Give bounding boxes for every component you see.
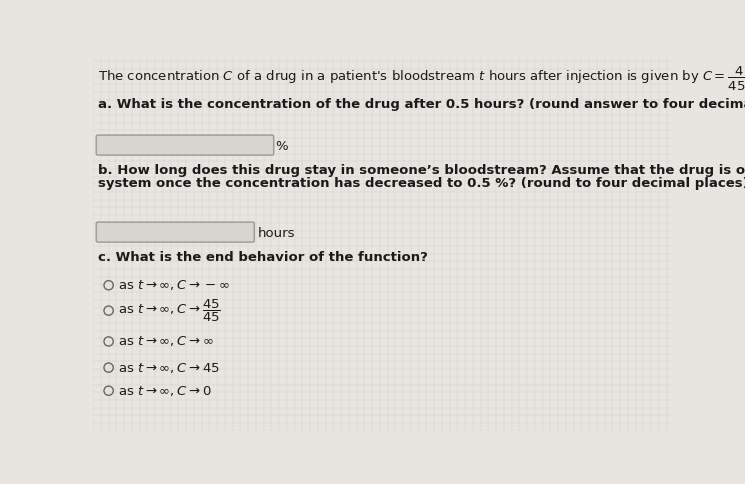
Text: b. How long does this drug stay in someone’s bloodstream? Assume that the drug i: b. How long does this drug stay in someo…	[98, 165, 745, 177]
Text: as $t \to \infty, C \to 0$: as $t \to \infty, C \to 0$	[118, 384, 212, 398]
Text: %: %	[275, 140, 288, 153]
Text: as $t \to \infty, C \to -\infty$: as $t \to \infty, C \to -\infty$	[118, 278, 229, 292]
Text: The concentration $\mathit{C}$ of a drug in a patient's bloodstream $\mathit{t}$: The concentration $\mathit{C}$ of a drug…	[98, 64, 745, 92]
Text: as $t \to \infty, C \to \dfrac{45}{45}$: as $t \to \infty, C \to \dfrac{45}{45}$	[118, 298, 221, 324]
Text: as $t \to \infty, C \to \infty$: as $t \to \infty, C \to \infty$	[118, 334, 214, 348]
Text: a. What is the concentration of the drug after 0.5 hours? (round answer to four : a. What is the concentration of the drug…	[98, 98, 745, 111]
FancyBboxPatch shape	[96, 135, 273, 155]
FancyBboxPatch shape	[96, 222, 254, 242]
Text: system once the concentration has decreased to 0.5 %? (round to four decimal pla: system once the concentration has decrea…	[98, 177, 745, 190]
Text: c. What is the end behavior of the function?: c. What is the end behavior of the funct…	[98, 251, 428, 264]
Text: as $t \to \infty, C \to 45$: as $t \to \infty, C \to 45$	[118, 361, 220, 375]
Text: hours: hours	[258, 227, 295, 240]
